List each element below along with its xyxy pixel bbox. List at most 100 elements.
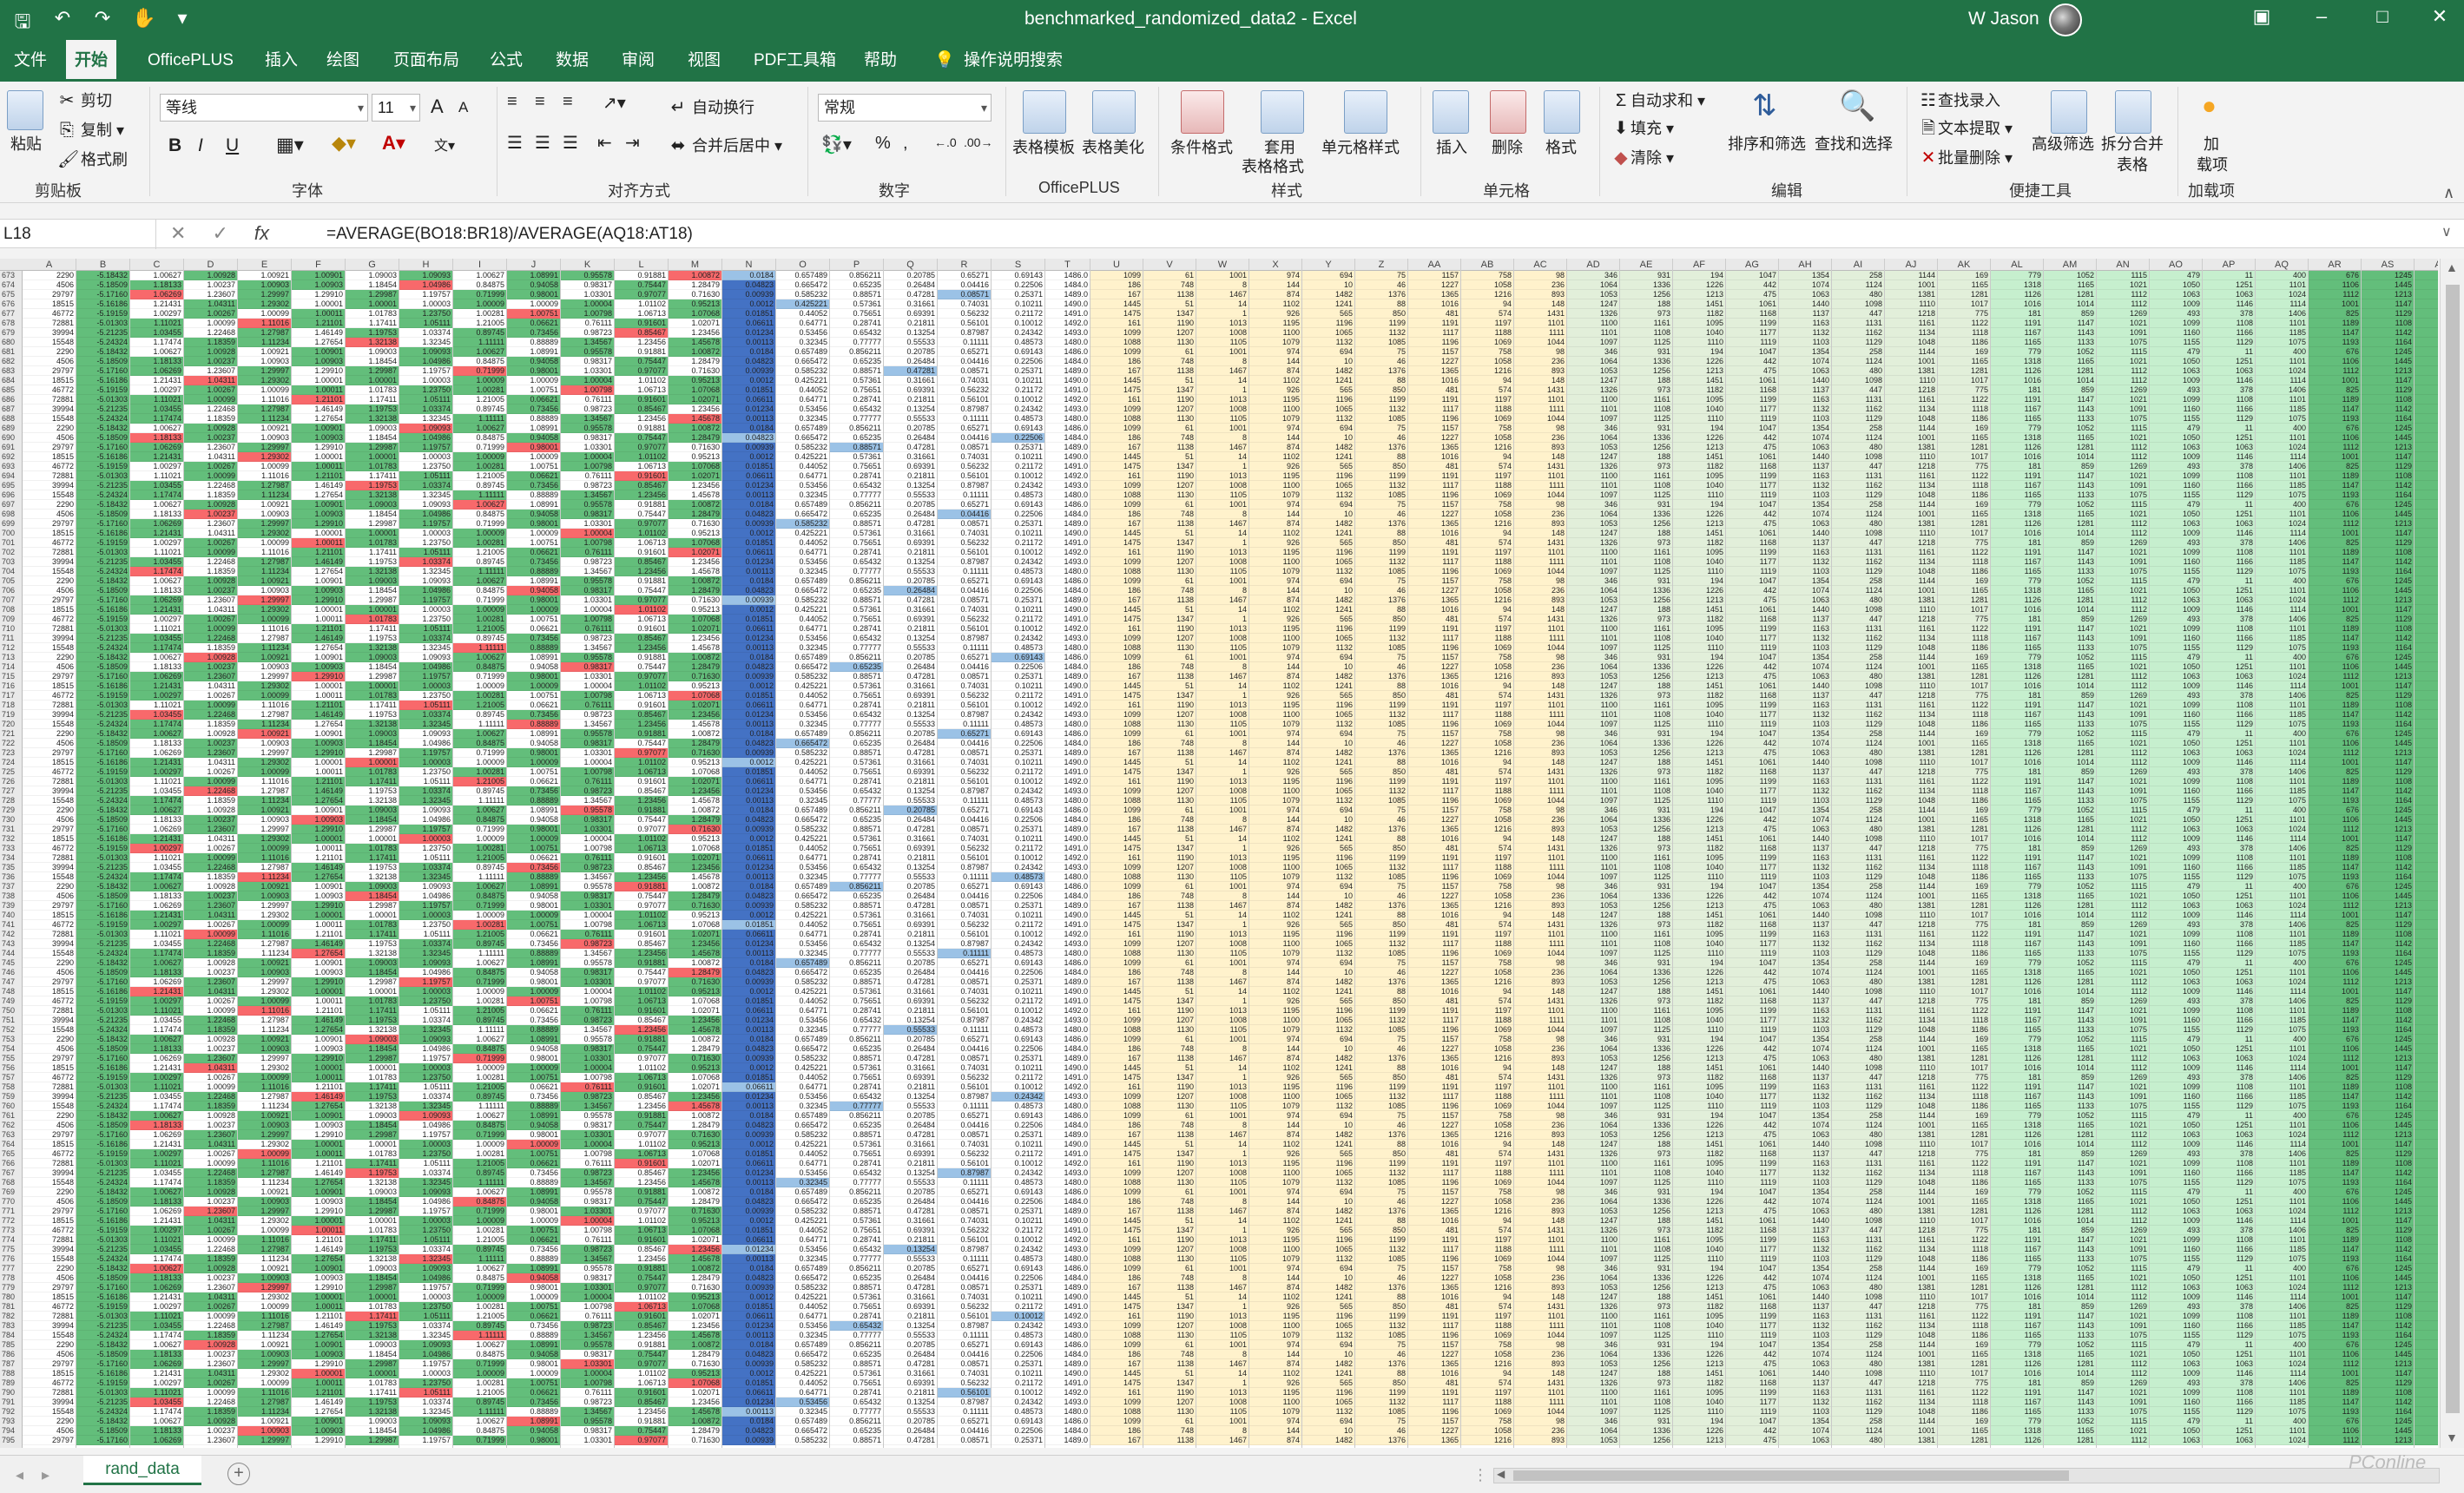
cell[interactable]: 0.48573 [992, 1407, 1044, 1417]
cell[interactable]: 1199 [1726, 471, 1778, 481]
cell[interactable]: 1493.0 [1045, 1398, 1090, 1407]
cell[interactable]: 144 [1249, 815, 1301, 825]
cell[interactable]: 46 [1355, 1350, 1407, 1359]
cell[interactable]: 1163 [1779, 1235, 1831, 1245]
cell[interactable]: 1053 [1567, 748, 1619, 758]
cell[interactable]: 1281 [1938, 748, 1990, 758]
cell[interactable]: 1.32345 [399, 643, 452, 653]
cell[interactable]: 186 [1090, 1426, 1143, 1436]
cell[interactable]: 39994 [23, 863, 76, 872]
cell[interactable]: 1191 [1408, 1082, 1460, 1092]
cell[interactable]: 14 [1196, 1140, 1248, 1149]
cell[interactable]: 1 [1196, 1226, 1248, 1235]
cell[interactable]: 167 [1090, 595, 1143, 605]
cell[interactable]: 8 [1196, 510, 1248, 519]
cell[interactable]: 1.27654 [292, 1102, 345, 1111]
cell[interactable]: 1218 [1885, 538, 1937, 548]
cell[interactable]: 481 [1408, 538, 1460, 548]
cell[interactable]: 1102 [1249, 834, 1301, 844]
cell[interactable]: 973 [1620, 844, 1672, 853]
cell[interactable]: -5.19159 [76, 1378, 129, 1388]
cell[interactable]: 0.10012 [992, 319, 1044, 328]
cell[interactable]: 0.11111 [938, 720, 991, 729]
cell[interactable]: 1207 [1143, 939, 1196, 949]
cell[interactable]: 1108 [1620, 1398, 1672, 1407]
cell[interactable]: 1.04311 [184, 1369, 237, 1378]
cell[interactable]: 0.65235 [830, 662, 883, 672]
cell[interactable]: 775 [1938, 767, 1990, 777]
cell[interactable]: 148 [1514, 299, 1566, 309]
cell[interactable]: 346 [1567, 1111, 1619, 1121]
cell[interactable]: 1.00237 [184, 1273, 237, 1283]
cell[interactable]: 1.04986 [399, 586, 452, 595]
cell[interactable]: 0.84875 [453, 891, 506, 901]
cell[interactable]: 0.77777 [830, 1331, 883, 1340]
cell[interactable]: 1.00921 [238, 729, 291, 739]
cell[interactable]: 0.56232 [938, 691, 991, 700]
cell[interactable]: 1.19753 [346, 557, 399, 567]
cell[interactable]: 1061 [1726, 1216, 1778, 1226]
cell[interactable]: 1.00281 [453, 767, 506, 777]
cell[interactable]: 973 [1620, 1149, 1672, 1159]
cell[interactable]: 1218 [1885, 1302, 1937, 1312]
cell[interactable]: 0.20785 [884, 882, 937, 891]
cell[interactable]: 1.00751 [507, 309, 560, 319]
cell[interactable]: 0.91601 [615, 548, 668, 557]
cell[interactable]: 1.32345 [399, 414, 452, 424]
cell[interactable]: 1.00872 [669, 653, 721, 662]
cell[interactable]: 931 [1620, 1111, 1672, 1121]
cell[interactable]: 88 [1355, 758, 1407, 767]
cell[interactable]: 1013 [1196, 1082, 1248, 1092]
cell[interactable]: 475 [1726, 595, 1778, 605]
cell[interactable]: 1199 [1355, 1235, 1407, 1245]
cell[interactable]: -5.16186 [76, 1216, 129, 1226]
cell[interactable]: 1132 [1355, 939, 1407, 949]
cell[interactable]: -5.24324 [76, 414, 129, 424]
cell[interactable]: 893 [1514, 1130, 1566, 1140]
cell[interactable]: 1.28479 [669, 510, 721, 519]
cell[interactable]: 1177 [1726, 404, 1778, 414]
cell[interactable]: 1138 [1143, 1283, 1196, 1292]
cell[interactable]: 1.27987 [238, 404, 291, 414]
cell[interactable]: 1165 [1938, 739, 1990, 748]
cell[interactable]: 186 [1090, 891, 1143, 901]
cell[interactable]: 1119 [1726, 1178, 1778, 1187]
cell[interactable]: 1162 [1832, 1398, 1884, 1407]
cell[interactable]: 1451 [1673, 1369, 1725, 1378]
cell[interactable]: 346 [1567, 653, 1619, 662]
row-header[interactable]: 717 [2, 691, 16, 700]
cell[interactable]: -5.18432 [76, 958, 129, 968]
cell[interactable]: 1100 [1249, 1321, 1301, 1331]
cell[interactable]: 475 [1726, 519, 1778, 529]
cell[interactable]: 0.71630 [669, 290, 721, 299]
cell[interactable]: 0.22506 [992, 1426, 1044, 1436]
cell[interactable]: 1493.0 [1045, 1016, 1090, 1025]
cell[interactable]: 0.57361 [830, 1292, 883, 1302]
cell[interactable]: 1138 [1143, 672, 1196, 681]
cell[interactable]: 0.69391 [884, 385, 937, 395]
cell[interactable]: 748 [1143, 1426, 1196, 1436]
cell[interactable]: 0.88571 [830, 1283, 883, 1292]
cell[interactable]: 1040 [1673, 1016, 1725, 1025]
cell[interactable]: 1.00921 [238, 576, 291, 586]
cell[interactable]: 1.11016 [238, 1006, 291, 1016]
cell[interactable]: 1.34567 [561, 490, 614, 500]
cell[interactable]: 0.71630 [669, 1283, 721, 1292]
cell[interactable]: 1.06269 [130, 1054, 183, 1063]
cell[interactable]: -5.01303 [76, 1159, 129, 1168]
cell[interactable]: 931 [1620, 653, 1672, 662]
cell[interactable]: 1163 [1779, 1006, 1831, 1016]
cell[interactable]: 874 [1249, 366, 1301, 376]
cell[interactable]: 1218 [1885, 844, 1937, 853]
cell[interactable]: 1.18133 [130, 891, 183, 901]
cell[interactable]: 1161 [1620, 1006, 1672, 1016]
cell[interactable]: 0.10211 [992, 1369, 1044, 1378]
cell[interactable]: 0.71630 [669, 443, 721, 452]
cell[interactable]: 1044 [1514, 1331, 1566, 1340]
row-header[interactable]: 774 [2, 1235, 16, 1244]
cell[interactable]: 258 [1832, 347, 1884, 357]
cell[interactable]: 0.48573 [992, 872, 1044, 882]
cell[interactable]: 0.28741 [830, 1159, 883, 1168]
cell[interactable]: 0.04823 [722, 1426, 775, 1436]
cell[interactable]: 0.56101 [938, 548, 991, 557]
